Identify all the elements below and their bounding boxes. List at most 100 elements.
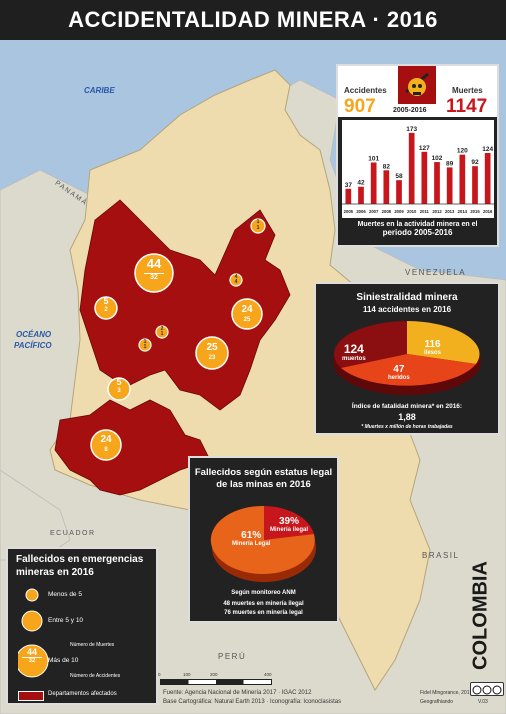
bar-value-label: 127 bbox=[419, 145, 430, 152]
siniestralidad-pie bbox=[333, 321, 481, 395]
bar-value-label: 37 bbox=[345, 182, 353, 189]
bar-2006 bbox=[358, 186, 364, 204]
bubble-accidents: 1 bbox=[256, 225, 260, 231]
x-tick-label: 2007 bbox=[369, 209, 379, 214]
estatus-title-line1: Fallecidos según estatus legal bbox=[194, 467, 333, 478]
accidentes-value: 907 bbox=[344, 96, 376, 117]
heridos-label: heridos bbox=[388, 375, 410, 381]
bar-value-label: 120 bbox=[457, 148, 468, 155]
slice-ilesos bbox=[407, 321, 480, 364]
legal-deaths: 76 muertes en minería legal bbox=[224, 610, 303, 616]
x-tick-label: 2005 bbox=[344, 209, 354, 214]
siniestralidad-title: Siniestralidad minera bbox=[356, 292, 458, 303]
bar-value-label: 173 bbox=[406, 126, 417, 133]
scale-label-2: 200 bbox=[210, 672, 218, 677]
credits-version: V.03 bbox=[478, 699, 488, 705]
x-tick-label: 2006 bbox=[356, 209, 366, 214]
bubble bbox=[250, 218, 266, 234]
legend-title-line1: Fallecidos en emergencias bbox=[16, 554, 144, 565]
bubble bbox=[94, 296, 118, 320]
ilesos-label: ilesos bbox=[424, 350, 442, 356]
label-colombia-wrap: COLOMBIA bbox=[460, 560, 500, 670]
legend-title-line2: mineras en 2016 bbox=[16, 567, 94, 578]
bar-2013 bbox=[446, 167, 453, 204]
chart-caption-line1: Muertes en la actividad minera en el bbox=[357, 221, 478, 228]
bubble-deaths: 25 bbox=[206, 342, 218, 353]
slice-heridos-label: 47 heridos bbox=[388, 364, 410, 381]
legend-item-5to10: Entre 5 y 10 bbox=[48, 617, 84, 624]
bubble-accidents: 4 bbox=[234, 279, 238, 285]
slice-muertos-label: 124 muertos bbox=[342, 342, 366, 362]
legend-item-more10: Más de 10 bbox=[48, 657, 79, 664]
muertes-label: Muertes bbox=[452, 86, 483, 95]
label-ecuador: ECUADOR bbox=[50, 530, 96, 537]
bar-value-label: 102 bbox=[432, 155, 443, 162]
label-peru: PERÚ bbox=[218, 652, 247, 661]
bubble-deaths: 1 bbox=[143, 339, 147, 345]
affected-departments-north bbox=[79, 199, 291, 411]
accidentes-label: Accidentes bbox=[344, 86, 387, 95]
bubble-accidents: 25 bbox=[243, 317, 251, 323]
bar-2015 bbox=[472, 166, 478, 204]
label-caribe: CARIBE bbox=[84, 86, 115, 95]
x-tick-label: 2012 bbox=[432, 209, 442, 214]
label-venezuela: VENEZUELA bbox=[405, 268, 467, 277]
slice-ilesos-label: 116 ilesos bbox=[424, 339, 441, 356]
ilegal-deaths: 48 muertes en minería ilegal bbox=[223, 601, 304, 607]
bubble-deaths: 4 bbox=[234, 274, 238, 280]
x-tick-label: 2010 bbox=[407, 209, 417, 214]
bubble bbox=[229, 273, 243, 287]
legend-sample-top: 44 bbox=[26, 647, 37, 657]
bar-value-label: 82 bbox=[383, 163, 391, 170]
label-pacifico: PACÍFICO bbox=[14, 341, 52, 350]
cc-license-icon bbox=[470, 682, 504, 696]
miner-skull-icon bbox=[398, 66, 436, 104]
bubble-deaths: 44 bbox=[146, 256, 162, 271]
indice-value: 1,88 bbox=[398, 412, 416, 422]
bubble bbox=[90, 429, 122, 461]
x-tick-label: 2008 bbox=[382, 209, 392, 214]
bubble-deaths: 1 bbox=[256, 219, 260, 225]
bar-2010 bbox=[408, 132, 415, 204]
bar-2009 bbox=[396, 180, 402, 204]
bar-2012 bbox=[434, 162, 440, 204]
scale-label-1: 100 bbox=[183, 672, 191, 677]
indice-note: * Muertes x millón de horas trabajadas bbox=[361, 424, 453, 430]
credits-source2: Base Cartográfica: Natural Earth 2013 · … bbox=[163, 699, 342, 705]
slice-heridos bbox=[341, 354, 476, 386]
bar-2005 bbox=[345, 188, 352, 204]
bar-value-label: 92 bbox=[471, 159, 479, 166]
x-tick-label: 2009 bbox=[394, 209, 404, 214]
ilegal-pct: 39% bbox=[279, 516, 300, 527]
legal-label: Minería Legal bbox=[232, 541, 271, 547]
bubble-accidents: 1 bbox=[143, 344, 147, 350]
bar-value-label: 101 bbox=[368, 155, 379, 162]
bubble-accidents: 2 bbox=[104, 307, 108, 313]
bar-2011 bbox=[421, 151, 428, 204]
bubble-accidents: 23 bbox=[208, 355, 216, 361]
bubble-accidents: 3 bbox=[117, 388, 121, 394]
legend-muertes-note: Número de Muertes bbox=[70, 642, 115, 648]
slice-legal bbox=[210, 505, 315, 574]
x-tick-label: 2013 bbox=[445, 209, 455, 214]
estatus-title-line2: de las minas en 2016 bbox=[216, 479, 311, 490]
siniestralidad-panel: Siniestralidad minera 114 accidentes en … bbox=[314, 282, 500, 435]
x-tick-label: 2016 bbox=[483, 209, 493, 214]
legend-item-less5: Menos de 5 bbox=[48, 591, 82, 598]
bubble bbox=[155, 325, 169, 339]
estatus-panel: Fallecidos según estatus legal de las mi… bbox=[188, 456, 339, 623]
legend-sample-bubble: 44 32 bbox=[22, 647, 42, 664]
bubble bbox=[231, 298, 263, 330]
bubble-deaths: 2 bbox=[160, 326, 164, 332]
bubble bbox=[195, 336, 229, 370]
bar-2016 bbox=[484, 153, 491, 204]
credits-source1: Fuente: Agencia Nacional de Minería 2017… bbox=[163, 690, 312, 696]
legend-panel: Fallecidos en emergencias mineras en 201… bbox=[6, 547, 158, 705]
bar-2008 bbox=[383, 170, 390, 204]
bar-2014 bbox=[459, 154, 466, 204]
indice-label: Índice de fatalidad minera* en 2016: bbox=[351, 403, 463, 410]
muertos-value: 124 bbox=[343, 342, 364, 356]
credits-author2: Geografhiando bbox=[420, 699, 454, 705]
bar-value-label: 42 bbox=[357, 180, 365, 187]
